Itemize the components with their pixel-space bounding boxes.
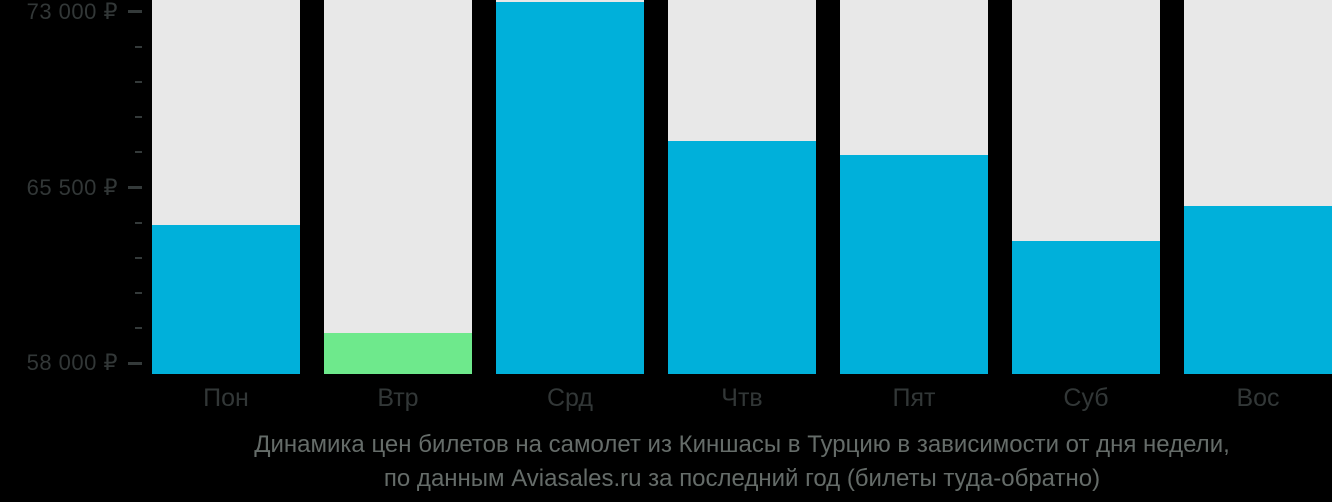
x-axis-label-wed: Срд bbox=[547, 384, 593, 412]
bar-thu[interactable] bbox=[668, 140, 816, 374]
y-axis-label: 58 000 ₽ bbox=[26, 350, 118, 376]
y-axis-label: 73 000 ₽ bbox=[26, 0, 118, 24]
chart-caption: Динамика цен билетов на самолет из Кинша… bbox=[152, 428, 1332, 496]
bar-sat[interactable] bbox=[1012, 241, 1160, 374]
y-axis-minor-tick bbox=[135, 327, 142, 330]
caption-line-2: по данным Aviasales.ru за последний год … bbox=[383, 465, 1101, 492]
x-axis-label-mon: Пон bbox=[203, 384, 249, 412]
y-axis-minor-tick bbox=[135, 221, 142, 224]
y-axis-minor-tick bbox=[135, 256, 142, 259]
x-axis-label-sun: Вос bbox=[1236, 384, 1280, 412]
y-axis-major-tick bbox=[128, 10, 142, 14]
bar-mon[interactable] bbox=[152, 225, 300, 374]
x-axis-label-thu: Чтв bbox=[721, 384, 763, 412]
caption-line-1: Динамика цен билетов на самолет из Кинша… bbox=[254, 431, 1230, 458]
column-background-tue bbox=[324, 0, 472, 374]
bar-fri[interactable] bbox=[840, 154, 988, 374]
y-axis-major-tick bbox=[128, 361, 142, 365]
y-axis-minor-tick bbox=[135, 45, 142, 48]
bar-wed[interactable] bbox=[496, 2, 644, 374]
bar-tue[interactable] bbox=[324, 332, 472, 374]
x-axis-label-fri: Пят bbox=[892, 384, 936, 412]
y-axis-minor-tick bbox=[135, 81, 142, 84]
y-axis-minor-tick bbox=[135, 291, 142, 294]
y-axis-label: 65 500 ₽ bbox=[26, 174, 118, 200]
y-axis-minor-tick bbox=[135, 116, 142, 119]
bar-sun[interactable] bbox=[1184, 206, 1332, 374]
x-axis-label-sat: Суб bbox=[1063, 384, 1109, 412]
x-axis-label-tue: Втр bbox=[377, 384, 419, 412]
y-axis-minor-tick bbox=[135, 151, 142, 154]
y-axis-major-tick bbox=[128, 186, 142, 189]
